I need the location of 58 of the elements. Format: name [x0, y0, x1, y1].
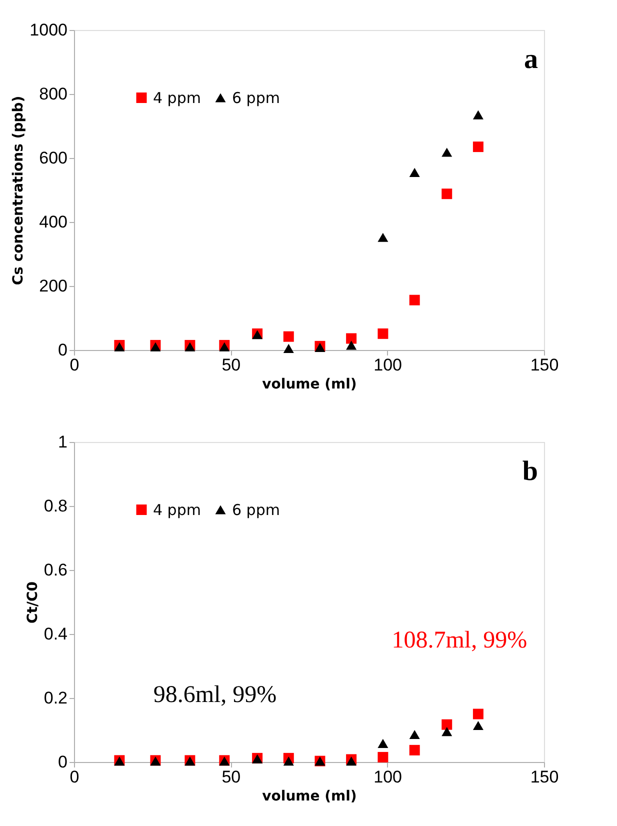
y-tick-label: 1000 [30, 20, 68, 40]
point [283, 344, 294, 353]
annotation: 98.6ml, 99% [153, 682, 277, 708]
point [150, 342, 161, 352]
point [378, 738, 388, 748]
point [472, 708, 484, 720]
point [472, 142, 484, 152]
x-tick-label: 100 [374, 356, 402, 374]
x-axis-title: volume (ml) [262, 376, 357, 392]
point [283, 331, 294, 342]
point [409, 294, 420, 306]
y-tick-label: 0.2 [44, 688, 68, 708]
point [378, 328, 388, 339]
x-tick-label: 150 [530, 356, 559, 374]
point [346, 340, 357, 350]
x-tick-label: 100 [374, 768, 402, 786]
annotation: b [522, 456, 538, 487]
point [472, 720, 484, 730]
point [409, 744, 420, 756]
y-tick-label: 0 [58, 752, 68, 772]
point [442, 188, 452, 200]
y-tick-label: 0 [58, 340, 68, 360]
y-tick-label: 1 [58, 432, 68, 452]
y-tick-label: 600 [39, 148, 68, 168]
x-axis-title: volume (ml) [262, 788, 357, 804]
x-tick-label: 150 [530, 768, 559, 786]
point [409, 730, 420, 740]
point [442, 148, 452, 157]
y-tick-label: 0.8 [44, 496, 68, 516]
y-tick-label: 800 [39, 84, 68, 104]
x-tick-label: 50 [222, 768, 241, 786]
point [378, 752, 388, 762]
x-tick-label: 0 [70, 768, 80, 786]
annotation: a [524, 44, 538, 75]
point [472, 110, 484, 120]
annotation: 108.7ml, 99% [392, 627, 528, 654]
point [184, 342, 196, 352]
y-tick-label: 0.6 [44, 560, 68, 580]
x-tick-label: 0 [70, 356, 80, 374]
y-tick-label: 0.4 [44, 624, 68, 644]
point [346, 333, 357, 344]
legend-label: 6 ppm [232, 500, 280, 519]
point [442, 727, 452, 736]
point [114, 342, 125, 352]
y-tick-label: 200 [39, 276, 68, 296]
point [442, 719, 452, 730]
x-tick-label: 50 [222, 356, 241, 374]
point [219, 342, 230, 352]
legend-label: 4 ppm [153, 88, 201, 107]
y-axis-title: Ct/C0 [24, 581, 41, 624]
legend-label: 6 ppm [232, 88, 280, 107]
point [378, 232, 388, 242]
point [283, 756, 294, 766]
point [346, 756, 357, 766]
y-tick-label: 400 [39, 212, 68, 232]
point [409, 168, 420, 177]
y-axis-title: Cs concentrations (ppb) [10, 96, 27, 286]
legend-label: 4 ppm [153, 500, 201, 519]
